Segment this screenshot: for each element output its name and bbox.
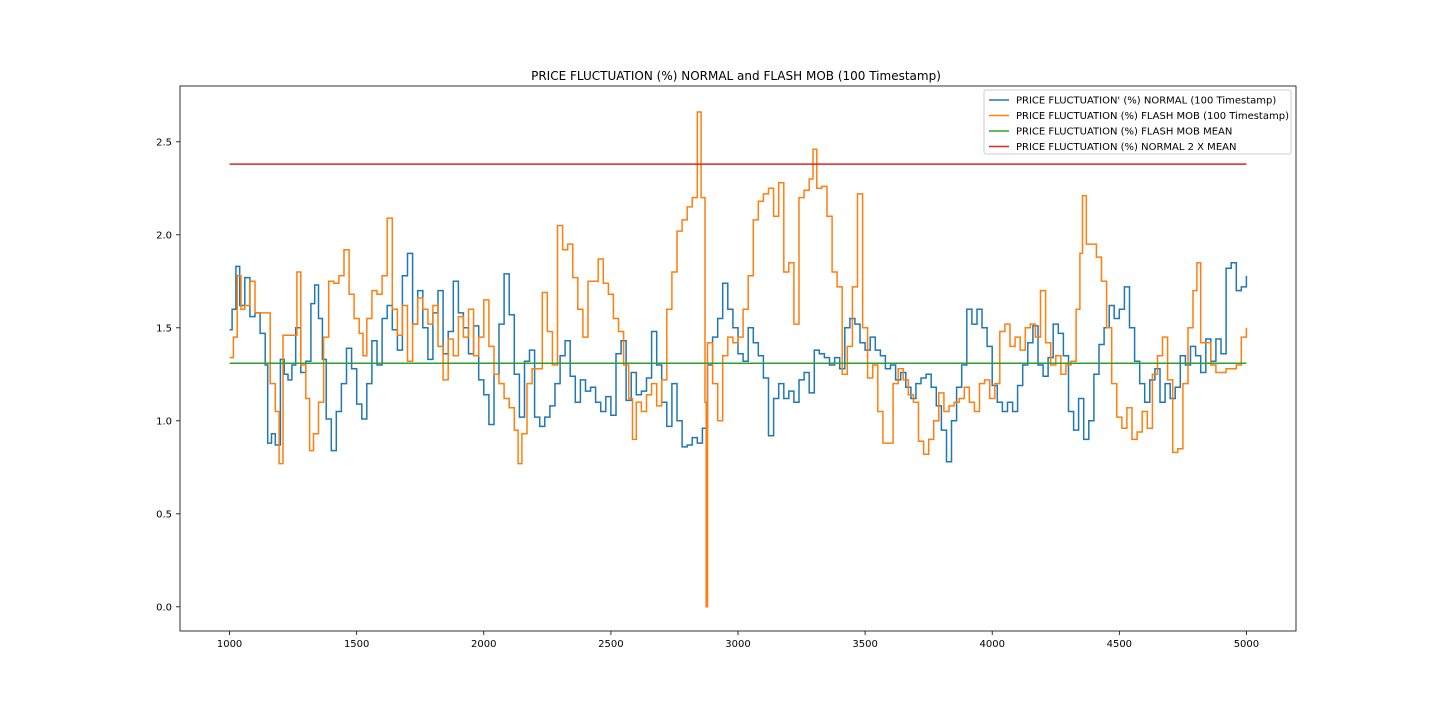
legend-label-2: PRICE FLUCTUATION (%) FLASH MOB (100 Tim… [1016, 111, 1289, 122]
legend-label-4: PRICE FLUCTUATION (%) NORMAL 2 X MEAN [1016, 142, 1236, 153]
series-line-1 [229, 252, 1248, 463]
legend: PRICE FLUCTUATION' (%) NORMAL (100 Times… [983, 89, 1292, 155]
series-layer [229, 111, 1248, 608]
x-tick-label: 3500 [852, 639, 877, 650]
x-tick-label: 4500 [1107, 639, 1132, 650]
chart-title: PRICE FLUCTUATION (%) NORMAL and FLASH M… [531, 69, 941, 83]
x-tick-label: 2000 [471, 639, 496, 650]
x-tick-label: 3000 [725, 639, 750, 650]
y-tick-label: 1.0 [156, 416, 172, 427]
y-tick-label: 2.5 [156, 137, 172, 148]
y-axis: 0.0 0.5 1.0 1.5 2.0 2.5 [156, 137, 180, 613]
y-tick-label: 0.5 [156, 509, 172, 520]
x-tick-label: 1500 [344, 639, 369, 650]
y-tick-label: 2.0 [156, 230, 172, 241]
series-line-2 [229, 111, 1248, 608]
x-tick-label: 4000 [979, 639, 1004, 650]
legend-label-3: PRICE FLUCTUATION (%) FLASH MOB MEAN [1016, 127, 1232, 138]
legend-label-1: PRICE FLUCTUATION' (%) NORMAL (100 Times… [1016, 96, 1276, 107]
x-axis: 1000 1500 2000 2500 3000 3500 4000 4500 5000 [217, 631, 1259, 650]
x-tick-label: 1000 [217, 639, 242, 650]
legend-box [983, 89, 1292, 155]
x-tick-label: 2500 [598, 639, 623, 650]
y-tick-label: 0.0 [156, 602, 172, 613]
x-tick-label: 5000 [1234, 639, 1259, 650]
y-tick-label: 1.5 [156, 323, 172, 334]
